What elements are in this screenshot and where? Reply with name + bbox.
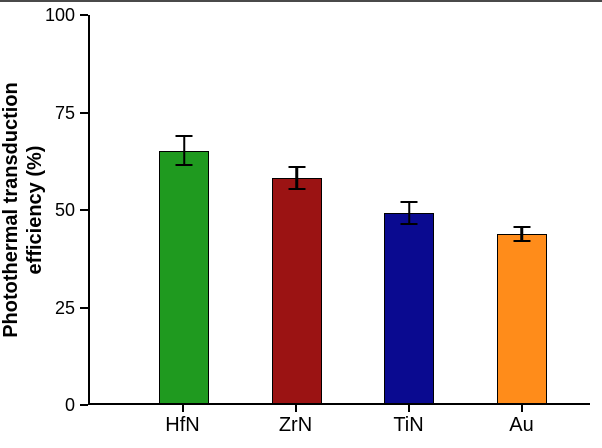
y-tick-label: 25 (54, 297, 75, 318)
bar-hfn (159, 150, 210, 403)
bar-au (496, 234, 547, 403)
x-tick-mark (294, 405, 297, 412)
error-bar (400, 201, 418, 225)
bar-slot (241, 15, 354, 403)
y-tick-mark (80, 14, 88, 16)
x-category: TiN (352, 405, 465, 447)
y-tick-mark (80, 306, 88, 309)
y-tick-mark (80, 111, 88, 114)
bar-zrn (271, 177, 322, 403)
y-tick-label: 75 (54, 102, 75, 123)
x-tick-label: Au (509, 414, 534, 436)
x-tick-mark (181, 405, 184, 412)
bar-tin (384, 212, 435, 403)
error-bar-line (408, 203, 411, 223)
x-tick-label: HfN (165, 414, 200, 436)
bars-container (90, 15, 590, 403)
bar-slot (353, 15, 466, 403)
error-bar (175, 135, 193, 167)
plot-area (88, 15, 590, 405)
error-bar-line (295, 168, 298, 188)
x-tick-label: TiN (393, 414, 424, 436)
error-bar-line (520, 228, 523, 240)
y-tick-mark (80, 404, 88, 406)
x-tick-mark (407, 405, 410, 412)
x-tick-mark (520, 405, 523, 412)
y-tick-label: 50 (54, 200, 75, 220)
error-bar (288, 166, 306, 190)
y-tick-label: 0 (64, 395, 75, 415)
error-bar (513, 226, 531, 242)
bar-slot (128, 15, 241, 403)
x-category: HfN (126, 405, 239, 447)
y-tick-mark (80, 209, 88, 211)
error-bar-line (183, 137, 186, 165)
y-axis: 0 25 50 75 100 (0, 6, 88, 414)
x-category: ZrN (239, 405, 352, 447)
x-category: Au (465, 405, 578, 447)
x-axis: HfN ZrN TiN Au (88, 405, 590, 447)
y-tick-label: 100 (44, 5, 75, 25)
bar-slot (466, 15, 579, 403)
x-tick-label: ZrN (278, 414, 313, 436)
